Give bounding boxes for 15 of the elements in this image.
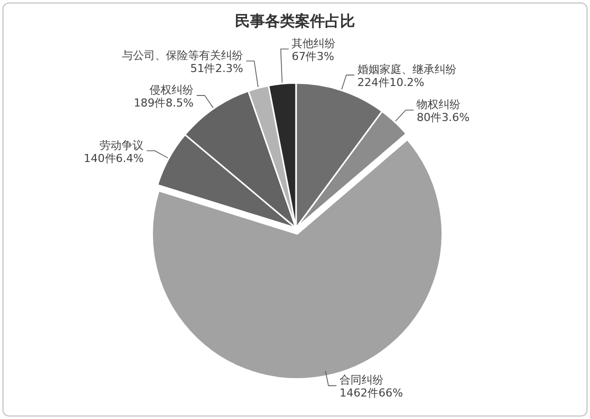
slice-label: 物权纠纷 <box>416 98 461 112</box>
data-label: 67件3% <box>292 50 334 63</box>
data-label: 189件8.5% <box>134 96 194 110</box>
slice-label: 与公司、保险等有关纠纷 <box>122 49 244 62</box>
slice-label: 婚姻家庭、继承纠纷 <box>357 63 456 76</box>
data-label: 1462件66% <box>339 386 403 400</box>
slice-label: 劳动争议 <box>100 138 144 152</box>
slice-label: 侵权纠纷 <box>150 83 194 96</box>
data-label: 224件10.2% <box>357 76 424 90</box>
slice-label: 其他纠纷 <box>292 37 336 50</box>
data-label: 140件6.4% <box>84 152 144 165</box>
slice-label: 合同纠纷 <box>339 374 384 387</box>
chart-title: 民事各类案件占比 <box>235 12 355 30</box>
data-label: 51件2.3% <box>190 62 244 75</box>
data-label: 80件3.6% <box>416 111 470 124</box>
